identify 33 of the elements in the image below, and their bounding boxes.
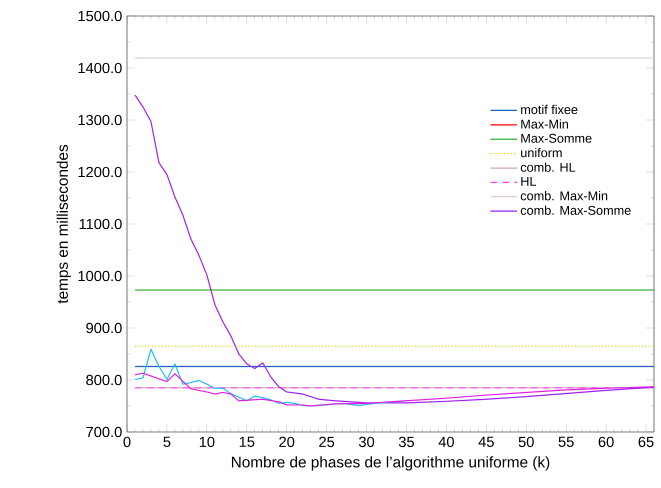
legend-label: HL bbox=[521, 177, 536, 186]
x-tick-label: 50 bbox=[518, 436, 534, 448]
x-tick-label: 60 bbox=[598, 436, 614, 448]
legend-label: comb. HL bbox=[520, 162, 576, 172]
legend-label: comb. Max-Min bbox=[520, 191, 608, 200]
x-axis-title: Nombre de phases de l’algorithme uniforme (k) bbox=[232, 456, 550, 471]
x-tick-label: 45 bbox=[478, 436, 494, 447]
x-tick-label: 30 bbox=[358, 436, 374, 448]
x-tick-label: 40 bbox=[438, 436, 454, 448]
y-tick-label: 1100.0 bbox=[80, 218, 122, 230]
x-tick-label: 25 bbox=[319, 436, 334, 448]
y-tick-label: 1200.0 bbox=[78, 166, 122, 178]
legend-label: Max-Somme bbox=[521, 134, 592, 143]
y-tick-label: 1400.0 bbox=[78, 62, 122, 74]
legend-label: comb. Max-Somme bbox=[520, 206, 631, 215]
legend-label: uniform bbox=[521, 148, 562, 158]
y-tick-label: 1500.0 bbox=[78, 10, 122, 22]
y-axis-title: temps en millisecondes bbox=[56, 144, 71, 304]
y-tick-label: 900.0 bbox=[86, 322, 122, 334]
legend-label: Max-Min bbox=[521, 119, 568, 129]
x-tick-label: 0 bbox=[123, 436, 130, 448]
x-tick-label: 65 bbox=[638, 436, 654, 448]
x-tick-label: 10 bbox=[200, 436, 214, 448]
y-tick-label: 700.0 bbox=[86, 426, 122, 438]
x-tick-label: 35 bbox=[398, 436, 414, 448]
x-tick-label: 15 bbox=[240, 436, 254, 447]
x-tick-label: 20 bbox=[279, 436, 294, 448]
legend-label: motif fixee bbox=[521, 104, 578, 114]
y-tick-label: 1300.0 bbox=[78, 114, 122, 126]
y-tick-label: 800.0 bbox=[86, 374, 122, 386]
x-tick-label: 55 bbox=[558, 436, 574, 447]
x-tick-label: 5 bbox=[163, 436, 170, 447]
y-tick-label: 1000.0 bbox=[78, 270, 122, 282]
